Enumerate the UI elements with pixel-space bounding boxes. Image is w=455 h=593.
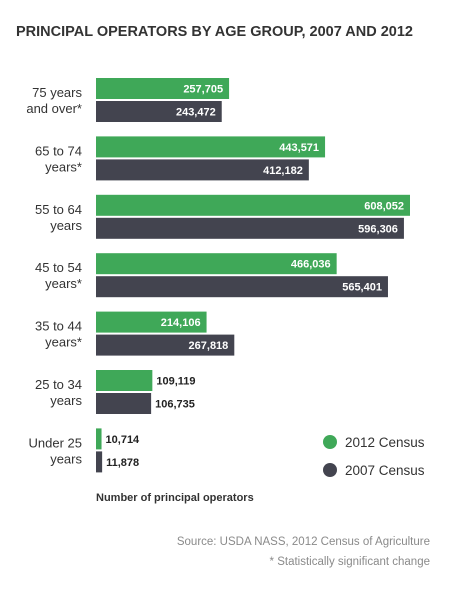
category-label-line: years* <box>45 159 82 174</box>
bar-value-label: 214,106 <box>161 317 201 329</box>
bar-2012 <box>96 194 410 216</box>
legend-swatch <box>323 435 337 449</box>
bar-value-label: 10,714 <box>106 434 141 446</box>
legend: 2012 Census 2007 Census <box>323 435 425 478</box>
category-label-line: 65 to 74 <box>35 143 82 158</box>
category-label-line: years <box>50 393 82 408</box>
category-label: 25 to 34 years <box>35 377 82 408</box>
bar-value-label: 243,472 <box>176 107 216 119</box>
category-label-line: Under 25 <box>29 435 82 450</box>
bar-2007 <box>96 101 222 122</box>
category-label: 35 to 44 years* <box>35 319 82 350</box>
bar-2007 <box>96 334 235 356</box>
category-label-line: years* <box>45 335 82 350</box>
bar-value-label: 443,571 <box>279 142 319 154</box>
bar-2012 <box>96 136 326 158</box>
bar-2007 <box>96 276 388 298</box>
legend-label: 2012 Census <box>345 435 425 450</box>
category-label-line: 75 years <box>32 85 82 100</box>
category-label-line: and over* <box>26 101 82 116</box>
category-label: 75 years and over* <box>26 85 82 116</box>
bar-2012 <box>96 428 102 450</box>
bar-2007 <box>96 451 103 473</box>
bar-value-label: 565,401 <box>342 282 382 294</box>
legend-label: 2007 Census <box>345 463 425 478</box>
bar-2012 <box>96 78 230 99</box>
bar-2012 <box>96 311 207 333</box>
bar-value-label: 596,306 <box>358 223 398 235</box>
bar-value-label: 466,036 <box>291 259 331 271</box>
category-label-line: 45 to 54 <box>35 260 82 275</box>
category-label-line: years* <box>45 276 82 291</box>
bar-2007 <box>96 393 152 414</box>
category-label: 45 to 54 years* <box>35 260 82 291</box>
bar-value-label: 106,735 <box>155 399 195 411</box>
bar-value-label: 11,878 <box>106 457 139 469</box>
bar-value-label: 109,119 <box>156 376 195 388</box>
bar-2007 <box>96 217 404 239</box>
bar-value-labels: 257,705 243,472 443,571 412,182 608,052 596,3… <box>106 84 404 469</box>
bar-2007 <box>96 159 309 181</box>
source-note: Source: USDA NASS, 2012 Census of Agricu… <box>177 536 430 548</box>
bar-value-label: 267,818 <box>189 340 229 352</box>
category-label-line: years <box>50 451 82 466</box>
category-label: Under 25 years <box>29 435 83 466</box>
category-label: 65 to 74 years* <box>35 143 82 174</box>
bar-value-label: 412,182 <box>263 165 303 177</box>
category-label-line: years <box>50 218 82 233</box>
x-axis-label: Number of principal operators <box>96 492 254 504</box>
category-labels: 75 years and over*65 to 74 years*55 to 64 y… <box>26 85 82 466</box>
category-label: 55 to 64 years <box>35 202 82 233</box>
bar-value-label: 257,705 <box>183 84 223 96</box>
category-label-line: 55 to 64 <box>35 202 82 217</box>
bars <box>96 78 410 473</box>
legend-swatch <box>323 463 337 477</box>
bar-2012 <box>96 253 337 275</box>
chart-title: PRINCIPAL OPERATORS BY AGE GROUP, 2007 A… <box>16 24 413 40</box>
bar-2012 <box>96 370 153 391</box>
category-label-line: 35 to 44 <box>35 319 82 334</box>
significance-note: * Statistically significant change <box>270 556 430 568</box>
bar-value-label: 608,052 <box>364 200 404 212</box>
category-label-line: 25 to 34 <box>35 377 82 392</box>
